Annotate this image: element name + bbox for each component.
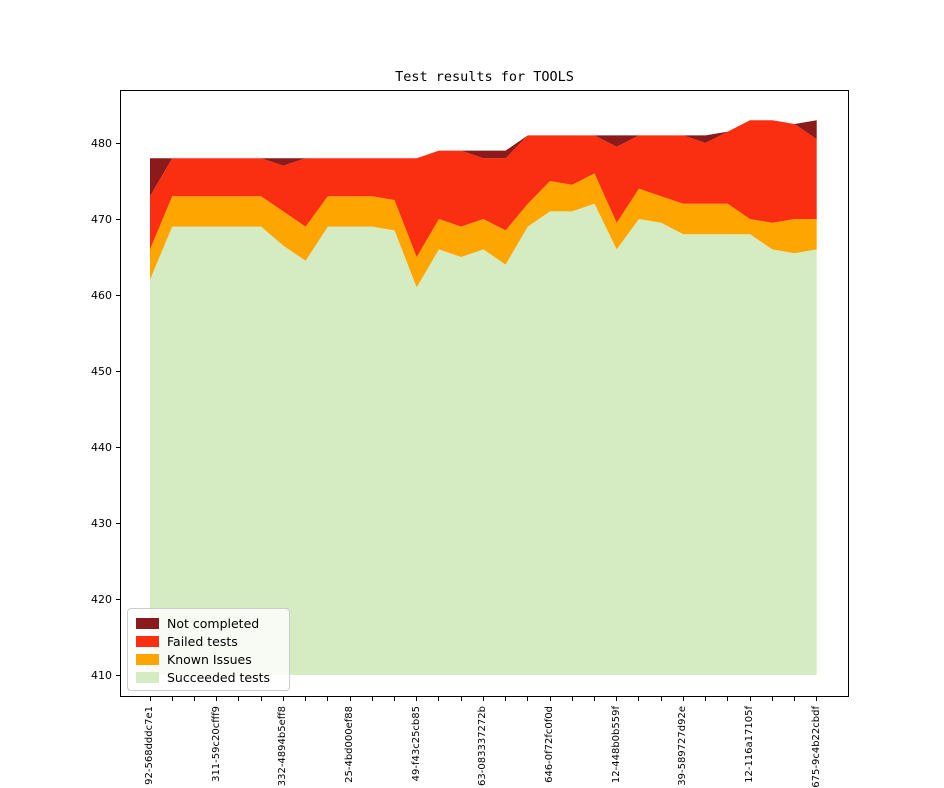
x-tick-mark bbox=[193, 697, 195, 701]
legend-label: Known Issues bbox=[167, 652, 252, 667]
y-tick-mark bbox=[116, 598, 120, 600]
x-tick-mark bbox=[638, 697, 640, 701]
legend-item: Known Issues bbox=[136, 651, 281, 668]
legend-swatch bbox=[136, 654, 159, 665]
x-tick-label: 646-0f72fc0f0d bbox=[544, 706, 556, 783]
x-tick-mark bbox=[682, 697, 684, 701]
x-tick-mark bbox=[327, 697, 329, 701]
legend-label: Not completed bbox=[167, 616, 260, 631]
x-tick-label: 12-116a17105f bbox=[744, 706, 756, 783]
axes-frame bbox=[120, 90, 849, 697]
x-tick-label: 25-4bd000ef88 bbox=[344, 706, 355, 783]
legend-swatch bbox=[136, 636, 159, 647]
x-tick-mark bbox=[349, 697, 351, 701]
y-tick-label: 480 bbox=[91, 136, 112, 150]
y-tick-mark bbox=[116, 522, 120, 524]
x-tick-mark bbox=[260, 697, 262, 701]
x-tick-label: 49-f43c25cb85 bbox=[410, 706, 422, 782]
x-tick-mark bbox=[438, 697, 440, 701]
legend: Not completed Failed tests Known Issues Suc… bbox=[127, 608, 290, 691]
y-tick-mark bbox=[116, 142, 120, 144]
x-tick-mark bbox=[416, 697, 418, 701]
legend-swatch bbox=[136, 618, 159, 629]
x-tick-label: 675-9c4b22cbdf bbox=[810, 706, 822, 788]
x-tick-mark bbox=[549, 697, 551, 701]
legend-label: Succeeded tests bbox=[167, 670, 271, 685]
chart-title: Test results for TOOLS bbox=[395, 69, 574, 85]
legend-label: Failed tests bbox=[167, 634, 238, 649]
x-tick-mark bbox=[216, 697, 218, 701]
x-tick-mark bbox=[749, 697, 751, 701]
legend-swatch bbox=[136, 672, 159, 683]
x-tick-mark bbox=[371, 697, 373, 701]
area-failed-tests bbox=[150, 120, 817, 257]
x-tick-mark bbox=[171, 697, 173, 701]
y-tick-label: 450 bbox=[91, 364, 112, 378]
x-tick-label: 12-448b0b559f bbox=[610, 706, 622, 784]
x-tick-mark bbox=[393, 697, 395, 701]
legend-item: Succeeded tests bbox=[136, 669, 281, 686]
x-tick-mark bbox=[505, 697, 507, 701]
x-tick-mark bbox=[816, 697, 818, 701]
y-tick-mark bbox=[116, 294, 120, 296]
y-tick-label: 470 bbox=[91, 212, 112, 226]
x-tick-label: 311-59c20cfff9 bbox=[210, 706, 222, 782]
x-tick-mark bbox=[482, 697, 484, 701]
legend-item: Not completed bbox=[136, 615, 281, 632]
x-tick-label: 92-568dddc7e1 bbox=[144, 706, 155, 785]
x-tick-mark bbox=[705, 697, 707, 701]
x-tick-label: 39-589727d92e bbox=[677, 706, 689, 786]
y-tick-label: 430 bbox=[91, 516, 112, 530]
x-tick-mark bbox=[282, 697, 284, 701]
legend-item: Failed tests bbox=[136, 633, 281, 650]
x-tick-mark bbox=[460, 697, 462, 701]
area-not-completed bbox=[150, 120, 817, 197]
x-tick-mark bbox=[305, 697, 307, 701]
x-tick-label: 63-083337272b bbox=[477, 706, 489, 786]
x-tick-label: 332-4894b5eff8 bbox=[277, 706, 289, 787]
y-tick-label: 410 bbox=[91, 668, 112, 682]
x-tick-mark bbox=[771, 697, 773, 701]
x-tick-mark bbox=[593, 697, 595, 701]
area-known-issues bbox=[150, 173, 817, 288]
x-tick-mark bbox=[571, 697, 573, 701]
x-tick-mark bbox=[149, 697, 151, 701]
y-tick-label: 420 bbox=[91, 592, 112, 606]
area-succeeded-tests bbox=[150, 203, 817, 676]
y-tick-mark bbox=[116, 218, 120, 220]
y-tick-label: 440 bbox=[91, 440, 112, 454]
x-tick-mark bbox=[793, 697, 795, 701]
y-tick-mark bbox=[116, 446, 120, 448]
x-tick-mark bbox=[616, 697, 618, 701]
x-tick-mark bbox=[238, 697, 240, 701]
y-tick-mark bbox=[116, 370, 120, 372]
y-tick-label: 460 bbox=[91, 288, 112, 302]
x-tick-mark bbox=[527, 697, 529, 701]
x-tick-mark bbox=[727, 697, 729, 701]
y-tick-mark bbox=[116, 674, 120, 676]
x-tick-mark bbox=[660, 697, 662, 701]
